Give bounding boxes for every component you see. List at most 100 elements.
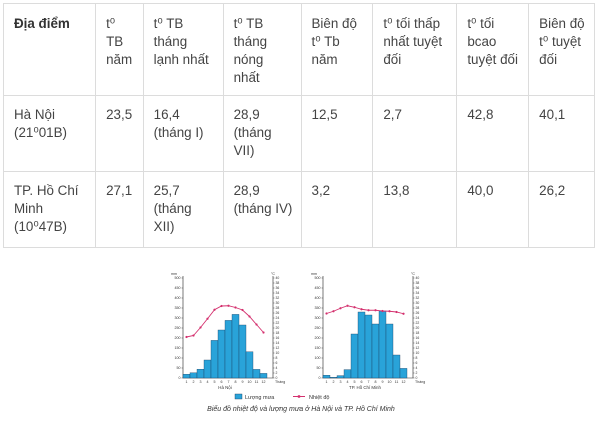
table-cell: TP. Hồ Chí Minh (10⁰47B) xyxy=(2,171,97,248)
rain-bar xyxy=(245,351,254,379)
temp-axis-tick-label: 40 xyxy=(276,276,280,280)
temp-axis-tick-label: 22 xyxy=(416,321,420,325)
temp-axis-tick-label: 30 xyxy=(276,301,280,305)
temp-axis-tick-label: 38 xyxy=(416,281,420,285)
temperature-line xyxy=(326,305,404,315)
temp-axis-tick-label: 26 xyxy=(416,311,420,315)
temperature-point xyxy=(220,304,223,308)
table-header-row: Địa điểm t⁰ TB năm t⁰ TB tháng lạnh nhất… xyxy=(2,3,595,96)
temp-axis-tick-label: 30 xyxy=(416,301,420,305)
table-cell: 28,9 (tháng IV) xyxy=(222,171,302,248)
temperature-point xyxy=(199,326,202,329)
month-tick-label: 11 xyxy=(395,380,399,384)
month-axis-label: Tháng xyxy=(415,380,425,384)
rain-axis-unit: mm xyxy=(311,272,317,276)
temp-axis-tick-label: 18 xyxy=(276,331,280,335)
rain-bar xyxy=(224,320,233,379)
temp-axis-tick-label: 6 xyxy=(276,361,278,365)
month-tick-label: 8 xyxy=(235,380,237,384)
month-tick-label: 2 xyxy=(333,380,335,384)
rain-axis-tick-label: 350 xyxy=(315,306,321,310)
month-tick-label: 3 xyxy=(340,380,342,384)
rain-axis-tick-label: 400 xyxy=(315,296,321,300)
month-tick-label: 10 xyxy=(248,380,252,384)
month-tick-label: 6 xyxy=(221,380,223,384)
temp-axis-tick-label: 38 xyxy=(276,281,280,285)
rain-axis-tick-label: 0 xyxy=(319,376,321,380)
temperature-point xyxy=(402,312,405,315)
chart-caption: Biểu đồ nhiệt độ và lượng mưa ở Hà Nội v… xyxy=(207,406,395,413)
temperature-point xyxy=(234,306,237,309)
temp-axis-tick-label: 2 xyxy=(276,371,278,375)
climate-table: Địa điểm t⁰ TB năm t⁰ TB tháng lạnh nhất… xyxy=(2,3,595,248)
month-tick-label: 9 xyxy=(242,380,244,384)
rain-axis-tick-label: 500 xyxy=(315,276,321,280)
month-tick-label: 5 xyxy=(214,380,216,384)
station-title: Hà Nội xyxy=(218,385,231,390)
month-tick-label: 12 xyxy=(262,380,266,384)
station-title: TP. Hồ Chí Minh xyxy=(349,385,381,390)
rain-axis-tick-label: 450 xyxy=(175,286,181,290)
temp-axis-tick-label: 4 xyxy=(276,366,278,370)
chart-legend: Lượng mưa Nhiệt độ xyxy=(234,393,330,401)
temp-axis-tick-label: 34 xyxy=(416,291,420,295)
rain-bar xyxy=(371,323,380,379)
temp-axis-tick-label: 36 xyxy=(416,286,420,290)
table-cell: 27,1 xyxy=(95,171,144,248)
rain-axis-tick-label: 50 xyxy=(317,366,321,370)
rain-bar xyxy=(196,369,205,379)
rain-bar xyxy=(217,329,226,379)
temp-axis-tick-label: 6 xyxy=(416,361,418,365)
table-cell: 23,5 xyxy=(95,95,144,172)
table-cell: 12,5 xyxy=(300,95,374,172)
table-cell: Hà Nội (21⁰01B) xyxy=(2,95,97,172)
rain-bar xyxy=(182,374,191,379)
header-cell: t⁰ TB năm xyxy=(95,3,144,96)
rain-axis-tick-label: 300 xyxy=(175,316,181,320)
rain-bar xyxy=(259,373,268,379)
temperature-point xyxy=(374,309,377,312)
rain-bar xyxy=(364,314,373,379)
temp-axis-unit: °C xyxy=(411,272,415,276)
temp-axis-tick-label: 16 xyxy=(276,336,280,340)
temp-axis-tick-label: 2 xyxy=(416,371,418,375)
rain-bar xyxy=(336,375,345,379)
temperature-point xyxy=(388,310,391,313)
temp-axis-tick-label: 24 xyxy=(416,316,420,320)
temp-axis-tick-label: 20 xyxy=(416,326,420,330)
rain-bar xyxy=(378,310,387,379)
header-cell: t⁰ tối bcao tuyệt đối xyxy=(456,3,530,96)
temp-axis-tick-label: 28 xyxy=(416,306,420,310)
rain-axis-tick-label: 50 xyxy=(177,366,181,370)
rain-bar xyxy=(343,369,352,379)
table-cell: 13,8 xyxy=(372,171,458,248)
rain-axis-tick-label: 250 xyxy=(315,326,321,330)
temp-axis-tick-label: 32 xyxy=(416,296,420,300)
rain-bar xyxy=(231,314,240,379)
temp-axis-tick-label: 12 xyxy=(416,346,420,350)
rain-bar xyxy=(210,340,219,379)
rain-bar xyxy=(252,369,261,379)
rain-bar xyxy=(350,333,359,379)
rain-axis-tick-label: 250 xyxy=(175,326,181,330)
temp-axis-tick-label: 0 xyxy=(416,376,418,380)
temperature-point xyxy=(185,335,188,339)
temp-axis-tick-label: 10 xyxy=(416,351,420,355)
temp-axis-tick-label: 20 xyxy=(276,326,280,330)
temperature-point xyxy=(381,309,384,313)
temperature-point xyxy=(262,331,265,334)
temperature-point xyxy=(339,307,342,310)
hcm-climate-chart: mm050100150200250300350400450500°C024681… xyxy=(311,272,425,390)
rain-axis-tick-label: 100 xyxy=(175,356,181,360)
temp-axis-tick-label: 12 xyxy=(276,346,280,350)
rain-axis-tick-label: 100 xyxy=(315,356,321,360)
header-cell: Biên độ t⁰ Tb năm xyxy=(300,3,374,96)
temperature-point xyxy=(367,309,370,312)
temperature-point xyxy=(206,317,209,320)
month-tick-label: 1 xyxy=(186,380,188,384)
temperature-point xyxy=(227,304,230,307)
table-cell: 25,7 (tháng XII) xyxy=(142,171,224,248)
temp-axis-tick-label: 32 xyxy=(276,296,280,300)
month-tick-label: 9 xyxy=(382,380,384,384)
rain-bar xyxy=(189,372,198,379)
